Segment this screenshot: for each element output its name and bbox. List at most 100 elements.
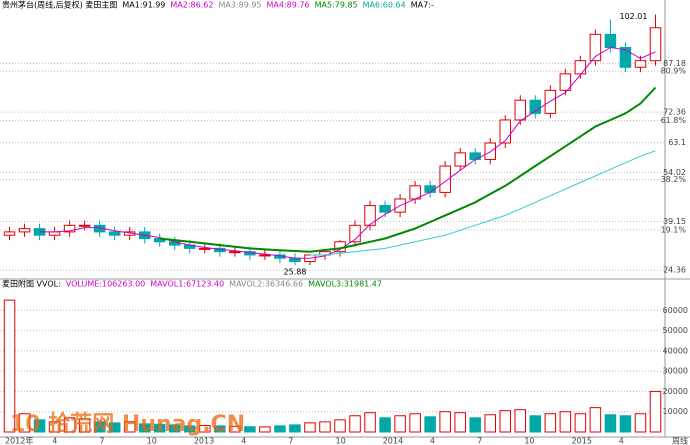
volume-bar: [259, 426, 271, 433]
legend-text: 麦田附图 VVOL:: [2, 279, 61, 289]
volume-bar: [199, 425, 211, 433]
volume-bar: [649, 390, 662, 433]
candle-body: [63, 224, 76, 233]
x-tick-label: 7: [99, 437, 104, 445]
volume-bar: [63, 417, 76, 433]
legend-text: MA7:-: [411, 1, 434, 10]
y-tick-label: 60000: [663, 306, 688, 315]
legend-text: MAVOL3:31981.47: [308, 280, 382, 289]
x-tick-label: 4: [619, 437, 624, 445]
x-tick-label: 4: [430, 437, 435, 445]
y-tick-label: 63.1: [668, 138, 686, 147]
candle-body: [364, 205, 376, 226]
ma-line: [39, 46, 656, 259]
volume-bar: [574, 413, 587, 433]
ma-line: [159, 86, 657, 253]
volume-bar: [439, 411, 451, 433]
candle-body: [229, 251, 241, 254]
volume-bar: [334, 419, 346, 433]
y-tick-label: 72.36: [663, 108, 686, 117]
volume-bar: [138, 423, 151, 433]
candle-body: [199, 247, 211, 250]
watermark: 10 拾荒网 Hunag.CN: [10, 411, 245, 437]
candle-body: [78, 224, 91, 227]
volume-bar: [394, 415, 406, 433]
x-tick-label: 4: [241, 437, 246, 445]
candle-body: [484, 142, 496, 160]
x-tick-label: 2014: [383, 437, 403, 445]
x-tick-label: 2012年: [5, 436, 33, 445]
volume-bar: [619, 415, 632, 433]
x-tick-label: 10: [524, 437, 534, 445]
y-tick-label: 38.2%: [661, 175, 687, 184]
low-label: 25.88: [283, 268, 306, 277]
candle-body: [3, 231, 16, 236]
legend-text: MA5:79.85: [315, 1, 358, 10]
candle-body: [514, 99, 527, 121]
y-tick-label: 87.18: [663, 59, 686, 68]
volume-bar: [604, 414, 617, 433]
volume-bar: [169, 424, 181, 433]
legend-text: MA1:91.99: [122, 1, 165, 10]
legend-text: MA3:89.95: [218, 1, 261, 10]
candle-body: [589, 33, 602, 62]
volume-bar: [364, 412, 376, 433]
volume-bar: [499, 410, 512, 433]
y-tick-label: 61.8%: [661, 116, 687, 125]
volume-bar: [379, 417, 391, 433]
candle-body: [439, 165, 451, 193]
high-label: 102.01: [619, 12, 647, 21]
volume-bar: [214, 425, 226, 433]
volume-bar: [108, 422, 121, 433]
y-tick-label: 19.1%: [661, 225, 687, 234]
volume-bar: [123, 421, 136, 433]
x-tick-label: 10: [336, 437, 346, 445]
volume-bar: [469, 417, 481, 433]
volume-bar: [544, 413, 557, 433]
x-tick-label: 4: [52, 437, 57, 445]
volume-bar: [274, 425, 286, 433]
candle-body: [379, 205, 391, 213]
volume-bar: [424, 416, 436, 433]
x-tick-label: 7: [288, 437, 293, 445]
candle-body: [289, 257, 301, 263]
y-tick-label: 10000: [663, 407, 688, 416]
legend-text: VOLUME:106263.00: [66, 280, 145, 289]
volume-bar: [304, 422, 316, 433]
candle-body: [649, 27, 662, 62]
y-tick-label: 24.36: [663, 266, 686, 275]
volume-bar: [589, 407, 602, 433]
legend-text: MAVOL2:36346.66: [229, 280, 303, 289]
volume-bar: [18, 413, 31, 433]
volume-bar: [514, 409, 527, 433]
volume-bar: [454, 412, 466, 433]
ma-line: [310, 150, 656, 256]
volume-bar: [78, 418, 91, 433]
volume-bar: [48, 421, 61, 433]
candle-body: [499, 119, 512, 144]
legend-text: MA6:60.64: [363, 1, 406, 10]
candle-body: [604, 33, 617, 49]
volume-bar: [634, 413, 647, 433]
y-tick-label: 20000: [663, 387, 688, 396]
y-tick-label: 30000: [663, 367, 688, 376]
candle-body: [469, 152, 481, 160]
legend-text: MAVOL1:67123.40: [150, 280, 224, 289]
volume-bar: [289, 424, 301, 433]
volume-bar: [559, 411, 572, 433]
volume-bar: [153, 423, 166, 433]
volume-bar: [93, 421, 106, 433]
y-tick-label: 50000: [663, 326, 688, 335]
volume-bar: [229, 425, 241, 433]
volume-bar: [484, 414, 496, 433]
x-tick-label: 7: [477, 437, 482, 445]
volume-bar: [3, 299, 16, 433]
x-corner-label: 周线: [672, 436, 688, 445]
candle-body: [108, 231, 121, 236]
candle-body: [619, 47, 632, 68]
x-tick-label: 2013: [194, 437, 214, 445]
candle-body: [559, 73, 572, 91]
candle-body: [544, 89, 557, 114]
y-tick-label: 39.15: [663, 217, 686, 226]
